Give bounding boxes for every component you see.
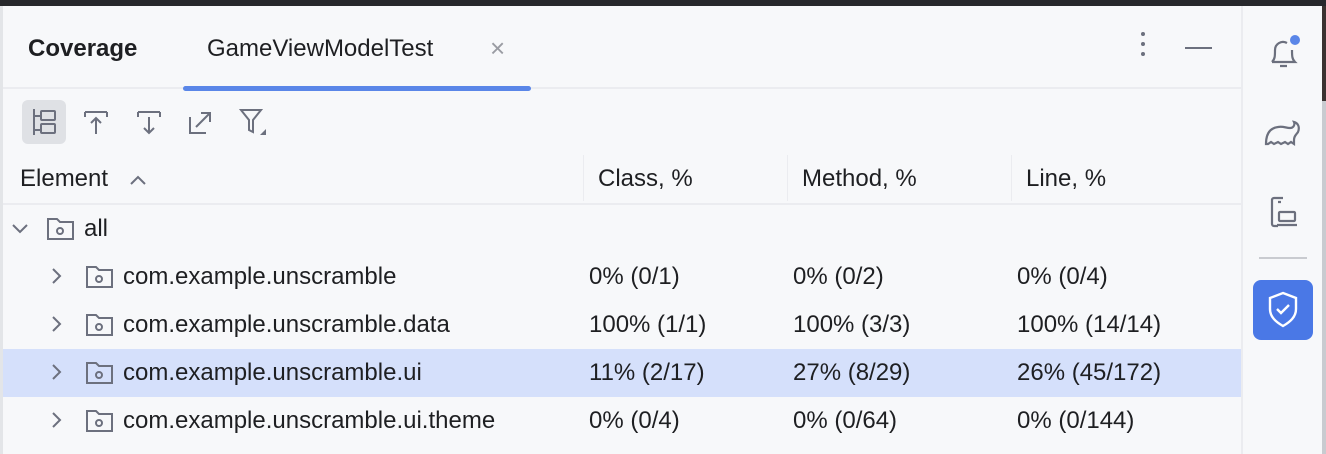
package-name: com.example.unscramble.ui.theme	[123, 407, 496, 434]
package-folder-icon	[86, 266, 113, 288]
tree-row[interactable]: com.example.unscramble.ui.theme 0% (0/4)…	[3, 397, 1241, 445]
chevron-right-icon[interactable]	[51, 315, 63, 333]
tab-label: GameViewModelTest	[207, 35, 434, 62]
column-element[interactable]: Element	[20, 155, 147, 201]
line-coverage: 100% (14/14)	[1017, 311, 1162, 338]
package-name: com.example.unscramble	[123, 263, 397, 290]
filter-icon[interactable]	[231, 100, 275, 144]
panel-title: Coverage	[28, 35, 138, 62]
window-top-bar	[0, 0, 1326, 6]
toolbar	[3, 91, 1241, 155]
package-folder-icon	[47, 218, 74, 240]
package-folder-icon	[86, 410, 113, 432]
tree-row-all[interactable]: all	[3, 205, 1241, 253]
chevron-right-icon[interactable]	[51, 411, 63, 429]
close-icon[interactable]: ×	[490, 33, 506, 63]
column-header: Element Class, % Method, % Line, %	[3, 155, 1241, 205]
class-coverage: 11% (2/17)	[589, 359, 705, 386]
coverage-tool-button[interactable]	[1253, 280, 1313, 340]
line-coverage: 26% (45/172)	[1017, 359, 1162, 386]
package-name: com.example.unscramble.ui	[123, 359, 422, 386]
tree-row[interactable]: com.example.unscramble 0% (0/1) 0% (0/2)…	[3, 253, 1241, 301]
gradle-icon[interactable]	[1253, 102, 1313, 162]
tree-row[interactable]: com.example.unscramble.data 100% (1/1) 1…	[3, 301, 1241, 349]
navigate-up-icon[interactable]	[74, 100, 118, 144]
method-coverage: 100% (3/3)	[793, 311, 911, 338]
flatten-packages-icon[interactable]	[22, 100, 66, 144]
chevron-right-icon[interactable]	[51, 267, 63, 285]
method-coverage: 0% (0/64)	[793, 407, 898, 434]
class-coverage: 0% (0/1)	[589, 263, 680, 290]
device-manager-icon[interactable]	[1253, 182, 1313, 242]
navigate-down-icon[interactable]	[127, 100, 171, 144]
line-coverage: 0% (0/4)	[1017, 263, 1108, 290]
minimize-icon[interactable]	[1185, 47, 1212, 49]
coverage-panel: Coverage GameViewModelTest × Element Cla…	[3, 6, 1241, 454]
column-method[interactable]: Method, %	[802, 165, 917, 192]
column-class[interactable]: Class, %	[598, 165, 693, 192]
shield-check-icon	[1268, 291, 1298, 328]
right-tool-strip	[1241, 6, 1322, 454]
tree-row[interactable]: com.example.unscramble.ui 11% (2/17) 27%…	[3, 349, 1241, 397]
sort-ascending-icon	[130, 175, 146, 185]
line-coverage: 0% (0/144)	[1017, 407, 1135, 434]
package-name: com.example.unscramble.data	[123, 311, 450, 338]
class-coverage: 100% (1/1)	[589, 311, 707, 338]
more-options-icon[interactable]	[1140, 32, 1146, 62]
export-icon[interactable]	[179, 100, 223, 144]
column-line[interactable]: Line, %	[1026, 165, 1107, 192]
panel-header: Coverage GameViewModelTest ×	[3, 6, 1241, 91]
chevron-down-icon[interactable]	[11, 223, 29, 235]
chevron-right-icon[interactable]	[51, 363, 63, 381]
method-coverage: 27% (8/29)	[793, 359, 911, 386]
right-edge	[1322, 6, 1326, 454]
class-coverage: 0% (0/4)	[589, 407, 680, 434]
tab-gameviewmodeltest[interactable]: GameViewModelTest ×	[183, 6, 531, 91]
tab-underline	[183, 86, 531, 91]
left-edge	[0, 6, 3, 454]
divider	[1259, 257, 1307, 259]
notifications-icon[interactable]	[1253, 22, 1313, 82]
package-folder-icon	[86, 314, 113, 336]
method-coverage: 0% (0/2)	[793, 263, 884, 290]
row-label: all	[84, 215, 109, 242]
package-folder-icon	[86, 362, 113, 384]
